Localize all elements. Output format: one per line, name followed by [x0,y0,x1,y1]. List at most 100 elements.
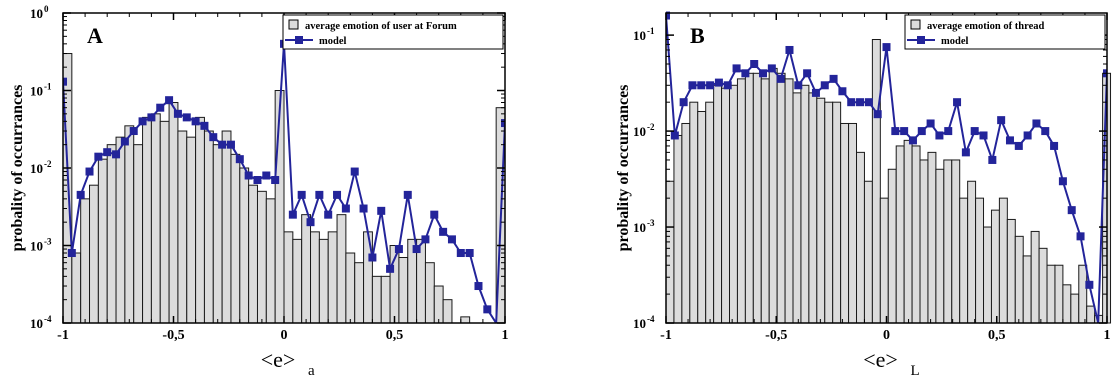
histogram-bar [879,197,889,324]
model-point [465,249,474,258]
histogram-bar [840,122,850,324]
chart-panel-b: -1 -0,5 0 0,5 1 10 -4 10 -3 10 -2 10 -1 probality of … [606,0,1117,386]
model-point [767,64,776,73]
model-point [235,155,244,164]
histogram-bar [729,84,738,324]
legend-bar-swatch [910,19,921,30]
model-point [377,206,386,215]
model-point [218,140,227,149]
histogram-bar [310,231,320,324]
histogram-bar [186,136,197,324]
histogram-bar [1086,305,1096,324]
y-tick-label: 10 [633,124,646,139]
y-tick-exponent: -4 [647,314,655,324]
model-point [76,190,85,199]
histogram-bar [203,130,214,324]
model-point [820,81,829,90]
histogram-bar [911,145,921,324]
model-point [688,81,697,90]
histogram-bar [919,159,929,324]
model-point [306,218,315,227]
model-point [120,137,129,146]
model-point [501,119,505,128]
x-tick-label: -1 [57,328,69,343]
chart-panel-a: -1 -0,5 0 0,5 1 10 -4 10 -3 10 -2 10 -1 10 0 probality … [0,0,511,386]
y-tick-exponent: -2 [647,122,655,132]
model-point [926,119,935,128]
model-point [1076,232,1085,241]
model-point [271,176,280,185]
legend-bar-label: average emotion of thread [927,21,1044,32]
model-point [288,210,297,219]
model-point [944,127,953,136]
histogram-bar [433,285,444,324]
histogram-bar [424,262,435,324]
histogram-bar [975,197,985,324]
model-point [829,74,838,83]
histogram-bar [959,197,969,324]
histogram-bar [221,130,232,324]
histogram-bar [871,39,881,324]
histogram-bar [721,87,731,324]
chart-a-svg: -1 -0,5 0 0,5 110-410-310-210-110 0probality … [9,4,509,379]
model-point [697,81,706,90]
x-tick-label: 0,5 [386,328,404,343]
model-point [386,264,395,273]
histogram-bar [1022,255,1032,324]
histogram-bar [887,168,897,324]
histogram-bar [697,110,707,324]
model-point [297,190,306,199]
model-point [670,131,679,140]
y-tick-label: 10 [633,316,646,331]
model-point [732,64,741,73]
model-point [129,127,138,136]
model-point [147,113,156,122]
model-point [483,305,492,314]
model-point [262,171,271,180]
histogram-bar [442,299,453,324]
model-point [439,227,448,236]
model-point [803,69,812,78]
model-point [891,127,900,136]
histogram-bar [71,252,82,324]
legend-box [904,14,1106,50]
histogram-bar [1038,247,1048,324]
histogram-bar [115,136,126,324]
histogram-bar [927,151,937,324]
model-point [723,81,732,90]
y-tick-exponent: -3 [44,237,52,247]
model-point [156,103,165,112]
model-point [794,81,803,90]
histogram-bar [736,78,746,324]
histogram-bar [301,214,312,324]
histogram-bar [990,209,1000,324]
model-point [182,113,191,122]
model-point [394,245,403,254]
y-tick-label: 10 [633,28,646,43]
histogram-bar [318,238,329,324]
model-point [209,133,218,142]
model-point [1050,141,1059,150]
histogram-bar [230,153,241,324]
histogram-bar [1070,293,1080,324]
model-point [359,204,368,213]
model-point [412,245,421,254]
x-tick-label: -1 [660,328,672,343]
model-point [112,150,121,159]
model-point [714,78,723,87]
model-point [85,167,94,176]
model-point [873,110,882,119]
histogram-bar [248,184,258,324]
model-point [741,69,750,78]
histogram-bar [371,275,382,324]
histogram-bar [460,316,471,324]
model-point [103,148,112,157]
model-point [1067,206,1076,215]
histogram-bar [808,92,818,324]
model-point [917,127,926,136]
histogram-bar [150,113,161,324]
x-tick-label: 0 [281,328,288,343]
legend-box [282,14,504,50]
model-point [430,210,439,219]
